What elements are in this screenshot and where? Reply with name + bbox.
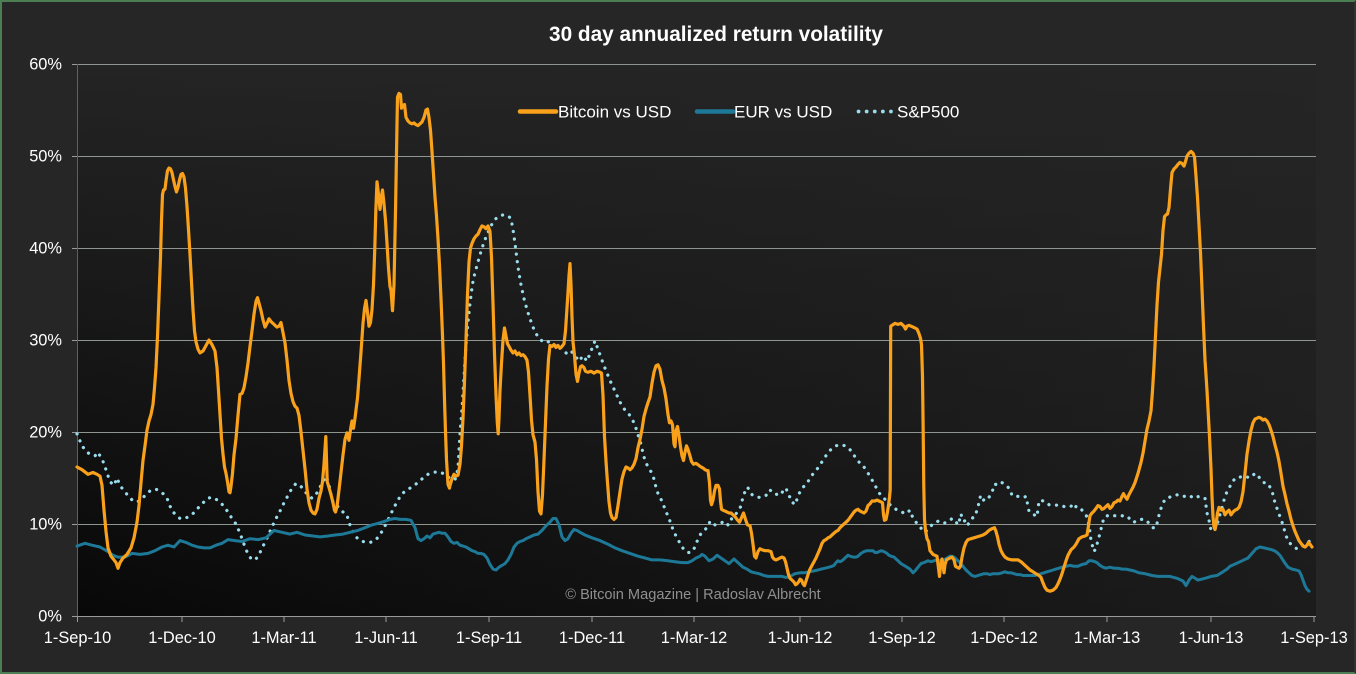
svg-text:1-Jun-12: 1-Jun-12 [768, 629, 833, 647]
svg-text:10%: 10% [29, 516, 62, 534]
svg-text:30 day annualized return volat: 30 day annualized return volatility [549, 23, 883, 46]
svg-text:60%: 60% [29, 56, 62, 74]
svg-text:0%: 0% [38, 608, 62, 626]
svg-text:EUR vs USD: EUR vs USD [734, 103, 832, 122]
svg-text:1-Mar-13: 1-Mar-13 [1074, 629, 1141, 647]
svg-text:1-Sep-12: 1-Sep-12 [868, 629, 935, 647]
svg-text:1-Sep-10: 1-Sep-10 [44, 629, 111, 647]
svg-text:Bitcoin vs USD: Bitcoin vs USD [558, 103, 671, 122]
svg-text:20%: 20% [29, 424, 62, 442]
svg-text:40%: 40% [29, 240, 62, 258]
svg-text:1-Jun-13: 1-Jun-13 [1179, 629, 1244, 647]
svg-text:50%: 50% [29, 148, 62, 166]
svg-text:1-Sep-13: 1-Sep-13 [1280, 629, 1347, 647]
svg-text:© Bitcoin Magazine | Radoslav: © Bitcoin Magazine | Radoslav Albrecht [565, 587, 820, 603]
svg-text:1-Dec-12: 1-Dec-12 [970, 629, 1037, 647]
svg-text:1-Sep-11: 1-Sep-11 [456, 629, 522, 647]
svg-text:1-Dec-10: 1-Dec-10 [148, 629, 215, 647]
svg-text:1-Mar-12: 1-Mar-12 [661, 629, 728, 647]
svg-text:1-Jun-11: 1-Jun-11 [354, 629, 417, 647]
svg-text:1-Dec-11: 1-Dec-11 [559, 629, 625, 647]
svg-text:30%: 30% [29, 332, 62, 350]
svg-text:S&P500: S&P500 [897, 103, 959, 122]
svg-text:1-Mar-11: 1-Mar-11 [251, 629, 316, 647]
